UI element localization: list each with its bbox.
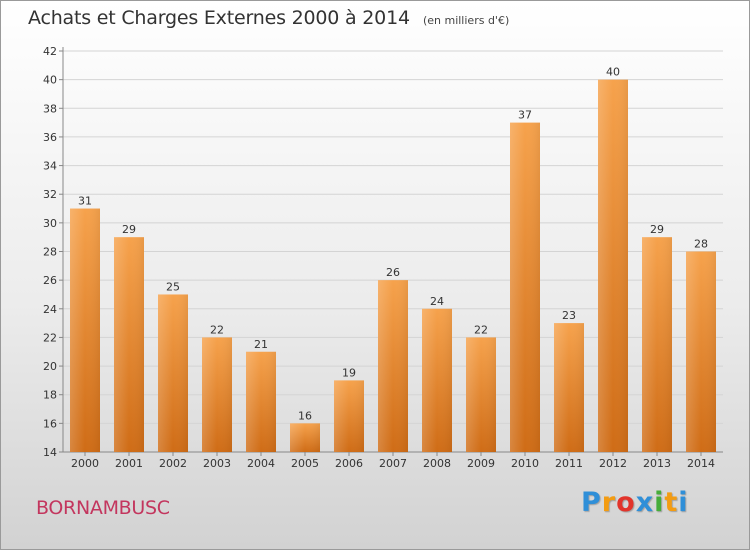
data-label-2004: 21 [254,338,268,351]
y-tick-label: 42 [43,45,57,58]
x-tick-label: 2008 [423,457,451,470]
data-label-2002: 25 [166,280,180,293]
logo-letter: r [601,487,617,518]
bar-shine-2005 [290,423,320,452]
chart-subtitle: (en milliers d'€) [422,14,510,27]
bar-shine-2009 [466,337,496,452]
y-tick-label: 24 [43,303,57,316]
y-tick-label: 40 [43,74,57,87]
logo-letter: i [678,487,689,518]
data-label-2012: 40 [606,66,620,79]
logo-letter: x [635,487,655,518]
bar-shine-2014 [686,251,716,452]
y-tick-label: 30 [43,217,57,230]
x-tick-label: 2014 [687,457,715,470]
y-tick-label: 20 [43,360,57,373]
x-tick-label: 2010 [511,457,539,470]
y-tick-label: 28 [43,246,57,259]
data-label-2014: 28 [694,238,708,251]
y-tick-label: 32 [43,188,57,201]
data-label-2007: 26 [386,266,400,279]
x-tick-label: 2009 [467,457,495,470]
data-label-2005: 16 [298,409,312,422]
x-tick-label: 2003 [203,457,231,470]
data-label-2003: 22 [210,323,224,336]
y-tick-label: 38 [43,102,57,115]
logo-letter: o [616,487,636,518]
x-tick-label: 2013 [643,457,671,470]
y-tick-label: 18 [43,389,57,402]
bars [70,79,716,453]
y-tick-label: 34 [43,160,57,173]
bar-shine-2004 [246,351,276,452]
x-tick-label: 2006 [335,457,363,470]
y-tick-label: 22 [43,331,57,344]
bar-shine-2006 [334,380,364,452]
x-tick-label: 2001 [115,457,143,470]
x-tick-label: 2007 [379,457,407,470]
bar-shine-2001 [114,237,144,452]
bar-shine-2013 [642,237,672,452]
y-tick-label: 14 [43,446,57,459]
x-tick-label: 2000 [71,457,99,470]
data-label-2009: 22 [474,323,488,336]
x-tick-label: 2011 [555,457,583,470]
bar-shine-2012 [598,79,628,453]
bar-shine-2007 [378,280,408,452]
data-labels: 31 29 25 22 21 16 19 26 24 22 37 23 40 29 28 [78,66,708,423]
data-label-2008: 24 [430,295,444,308]
logo-letter: t [664,487,679,518]
y-tick-label: 36 [43,131,57,144]
logo-letter: P [581,487,602,518]
x-tick-label: 2004 [247,457,275,470]
data-label-2011: 23 [562,309,576,322]
proxiti-logo: Proxiti [581,487,689,518]
logo-letter: i [654,487,665,518]
bar-shine-2000 [70,208,100,452]
x-tick-label: 2005 [291,457,319,470]
data-label-2000: 31 [78,195,92,208]
data-label-2010: 37 [518,109,532,122]
title-row: Achats et Charges Externes 2000 à 2014 (… [28,7,509,29]
y-tick-label: 26 [43,274,57,287]
data-label-2013: 29 [650,223,664,236]
place-name: BORNAMBUSC [36,497,170,519]
bar-shine-2003 [202,337,232,452]
bar-shine-2011 [554,323,584,452]
data-label-2001: 29 [122,223,136,236]
chart-title: Achats et Charges Externes 2000 à 2014 [28,7,410,29]
x-tick-label: 2002 [159,457,187,470]
bar-shine-2008 [422,308,452,452]
bar-shine-2002 [158,294,188,452]
y-tick-label: 16 [43,417,57,430]
data-label-2006: 19 [342,366,356,379]
bar-shine-2010 [510,122,540,452]
x-tick-label: 2012 [599,457,627,470]
